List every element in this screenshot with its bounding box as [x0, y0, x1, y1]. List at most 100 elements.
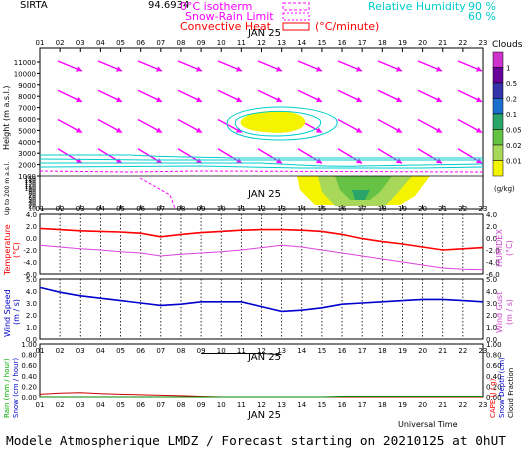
precipitation-plot: 1.00 1.00 0.80 0.80 0.60 0.60 0.40 0.40 0.20 0.20…: [21, 341, 501, 402]
y-tick-label: 1.0: [26, 324, 37, 332]
wind-arrow-head: [196, 158, 202, 164]
hour-tick-label: 06: [136, 401, 145, 409]
y-tick-label-right: 0.40: [486, 373, 502, 381]
hour-tick-label: 15: [317, 401, 326, 409]
wind-arrow-head: [436, 127, 442, 133]
legend-snowrain: Snow-Rain Limit: [185, 10, 274, 23]
precipitation-panel: [39, 343, 484, 398]
y-tick-label: 2.0: [26, 223, 37, 231]
hour-tick-label: 21: [438, 39, 447, 47]
hour-tick-label: 19: [398, 39, 407, 47]
hour-tick-label: 02: [56, 205, 65, 213]
wind-arrow-head: [436, 66, 442, 72]
hour-tick-label: 12: [257, 347, 266, 355]
hour-tick-label: 23: [479, 39, 488, 47]
wind-arrow-head: [196, 127, 202, 133]
hour-tick-label: 11: [237, 205, 246, 213]
date-label-top: JAN 25: [247, 28, 281, 39]
height-low-tick-label: 90: [28, 188, 36, 195]
hour-tick-label: 18: [378, 39, 387, 47]
wind-speed-unit: (m / s): [12, 299, 21, 325]
wind-arrow-head: [396, 127, 402, 133]
hour-tick-label: 11: [237, 401, 246, 409]
hour-tick-label: 08: [176, 347, 185, 355]
hour-tick-label: 15: [317, 39, 326, 47]
wind-arrow-head: [76, 127, 82, 133]
hour-axis-bottom: 01 02 03 04 05 06 07 08 09 10 11 12 13 14 15 16 17 18 19 20…: [36, 401, 488, 409]
low-cloud-green-dark: [335, 176, 392, 200]
humidex-unit: (°C): [505, 240, 514, 256]
y-tick-label: 0.0: [26, 336, 37, 344]
height-low-tick-label: 20: [28, 203, 36, 210]
wind-arrow-head: [236, 96, 242, 103]
hour-tick-label: 03: [76, 347, 85, 355]
hour-tick-label: 22: [458, 401, 467, 409]
y-tick-label: -2.0: [23, 247, 37, 255]
humidity-contours: [39, 106, 484, 169]
hour-tick-label: 14: [297, 401, 306, 409]
wind-arrow-head: [156, 66, 162, 72]
y-tick-label-right: 4.0: [486, 288, 497, 296]
hour-tick-label: 13: [277, 205, 286, 213]
height-low-tick-label: 70: [28, 193, 36, 200]
hour-tick-label: 16: [338, 39, 347, 47]
rh-contour-low-2: [39, 158, 483, 161]
height-axis-low-label: Up to 200 m a.s.l.: [4, 162, 11, 215]
hour-axis-top: 01 02 03 04 05 06 07 08 09 10 11 12 13 14 15 16 17 18 19 20…: [36, 39, 488, 47]
cloud-fraction-label: Cloud Fraction: [507, 368, 515, 418]
wind-arrow-head: [196, 96, 202, 103]
wind-arrow-head: [476, 66, 482, 72]
hour-tick-label: 07: [156, 347, 165, 355]
hour-tick-label: 09: [197, 401, 206, 409]
wind-arrow-head: [276, 66, 282, 72]
snow-depth-label: Snow Depth (cm): [498, 357, 506, 418]
y-tick-label: 0.40: [21, 373, 37, 381]
height-tick-label: 2000: [18, 162, 36, 170]
clouds-title: Clouds: [492, 40, 523, 50]
hour-tick-label: 20: [418, 347, 427, 355]
height-low-tick-label: 150: [25, 176, 37, 183]
hour-tick-label: 20: [418, 401, 427, 409]
y-tick-label-right: -6.0: [486, 271, 500, 279]
wind-arrow-head: [316, 96, 322, 103]
clouds-colorbar: 1 0.5 0.2 0.1 0.05 0.02 0.01: [492, 51, 522, 177]
wind-arrow-head: [116, 158, 122, 164]
date-label-bottom: JAN 25: [247, 410, 281, 421]
height-tick-label: 6000: [18, 116, 36, 124]
hour-tick-label: 18: [378, 205, 387, 213]
hour-tick-label: 05: [116, 205, 125, 213]
hour-tick-label: 18: [378, 401, 387, 409]
hour-tick-label: 08: [176, 205, 185, 213]
hour-tick-label: 21: [438, 347, 447, 355]
legend-convective-key: [282, 22, 310, 31]
y-tick-label: 5.0: [26, 276, 37, 284]
y-tick-label-right: 0.20: [486, 383, 502, 391]
hour-tick-label: 18: [378, 347, 387, 355]
date-label-panel1: JAN 25: [247, 189, 281, 200]
hour-tick-label: 19: [398, 401, 407, 409]
hour-tick-label: 17: [358, 205, 367, 213]
wind-arrow-head: [316, 127, 322, 133]
hour-tick-label: 23: [479, 401, 488, 409]
wind-arrow-head: [236, 66, 242, 72]
height-tick-label: 9000: [18, 82, 36, 90]
hour-tick-label: 21: [438, 401, 447, 409]
hour-tick-label: 10: [217, 401, 226, 409]
height-tick-label: 1000: [18, 173, 36, 181]
y-tick-label-right: 1.00: [486, 341, 502, 349]
hour-tick-label: 05: [116, 401, 125, 409]
wind-gust-unit: (m / s): [505, 299, 514, 325]
footer-text: Modele Atmospherique LMDZ / Forecast sta…: [6, 434, 506, 448]
colorbar-swatch: [492, 144, 504, 161]
station-name: SIRTA: [20, 0, 48, 11]
hour-tick-label: 17: [358, 39, 367, 47]
hour-tick-label: 01: [36, 347, 45, 355]
hour-tick-label: 01: [36, 39, 45, 47]
hour-tick-label: 07: [156, 401, 165, 409]
hour-tick-label: 03: [76, 39, 85, 47]
hour-tick-label: 23: [479, 347, 488, 355]
hour-tick-label: 12: [257, 401, 266, 409]
y-tick-label-right: 3.0: [486, 300, 497, 308]
wind-arrow-head: [356, 158, 362, 164]
